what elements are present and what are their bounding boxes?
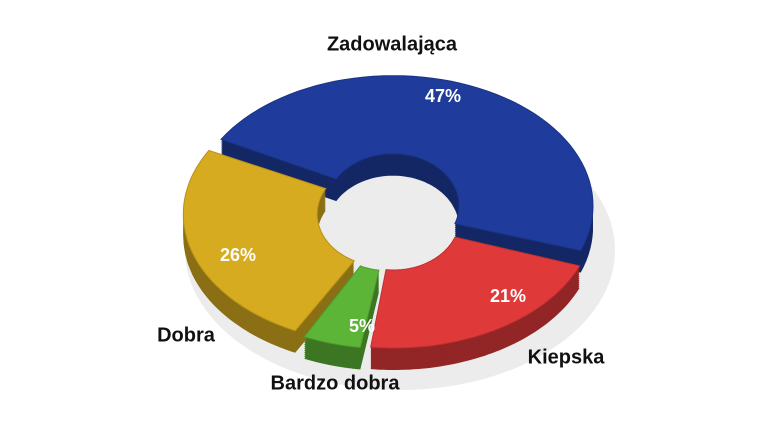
value-label: 5% — [349, 316, 375, 336]
slice — [220, 75, 594, 252]
value-label: 26% — [220, 245, 256, 265]
value-label: 47% — [425, 86, 461, 106]
category-label: Kiepska — [528, 346, 606, 368]
value-label: 21% — [490, 286, 526, 306]
slice — [182, 149, 356, 332]
category-label: Dobra — [157, 324, 216, 346]
slice — [303, 265, 380, 349]
category-label: Zadowalająca — [327, 33, 458, 55]
category-label: Bardzo dobra — [271, 372, 401, 394]
slice — [370, 236, 581, 349]
